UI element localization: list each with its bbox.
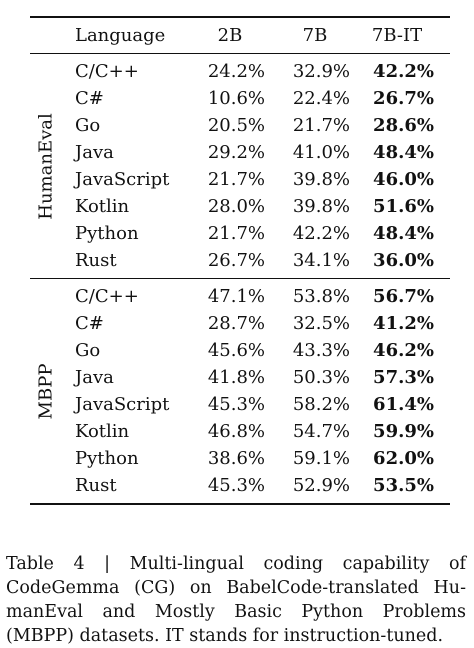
score-7b-cell: 50.3% xyxy=(292,367,350,388)
score-7b-it-cell: 56.7% xyxy=(373,286,434,307)
table-row: Rust 26.7% 34.1% 36.0% xyxy=(30,247,450,274)
score-2b-cell: 26.7% xyxy=(207,250,265,271)
table-body: HumanEval C/C++ 24.2% 32.9% 42.2% C# 10.6% 22.4… xyxy=(30,54,450,503)
top-rule xyxy=(30,16,450,18)
results-table: Language 2B 7B 7B-IT HumanEval C/C++ 24.2%… xyxy=(30,16,450,505)
table-header-row: Language 2B 7B 7B-IT xyxy=(30,18,450,53)
language-cell: C# xyxy=(75,313,104,334)
score-2b-cell: 46.8% xyxy=(207,421,265,442)
table-row: C# 10.6% 22.4% 26.7% xyxy=(30,85,450,112)
table-row: Rust 45.3% 52.9% 53.5% xyxy=(30,472,450,499)
score-7b-cell: 41.0% xyxy=(292,142,350,163)
header-2b: 2B xyxy=(217,25,243,46)
table-row: C/C++ 47.1% 53.8% 56.7% xyxy=(30,283,450,310)
language-cell: JavaScript xyxy=(75,169,170,190)
score-7b-it-cell: 57.3% xyxy=(373,367,434,388)
score-2b-cell: 28.7% xyxy=(207,313,265,334)
language-cell: C/C++ xyxy=(75,61,139,82)
language-cell: Python xyxy=(75,448,139,469)
language-cell: Python xyxy=(75,223,139,244)
score-7b-cell: 59.1% xyxy=(292,448,350,469)
table-caption: Table 4 | Multi-lingual coding capabilit… xyxy=(6,553,466,646)
score-2b-cell: 21.7% xyxy=(207,169,265,190)
score-7b-cell: 22.4% xyxy=(292,88,350,109)
table-row: JavaScript 21.7% 39.8% 46.0% xyxy=(30,166,450,193)
table-row: Kotlin 46.8% 54.7% 59.9% xyxy=(30,418,450,445)
score-2b-cell: 38.6% xyxy=(207,448,265,469)
score-7b-it-cell: 46.0% xyxy=(373,169,434,190)
header-7b: 7B xyxy=(302,25,328,46)
bottom-rule xyxy=(30,503,450,505)
score-7b-it-cell: 51.6% xyxy=(373,196,434,217)
score-7b-cell: 34.1% xyxy=(292,250,350,271)
table-row: Java 41.8% 50.3% 57.3% xyxy=(30,364,450,391)
table-row: C# 28.7% 32.5% 41.2% xyxy=(30,310,450,337)
score-7b-cell: 58.2% xyxy=(292,394,350,415)
table-row: Python 21.7% 42.2% 48.4% xyxy=(30,220,450,247)
language-cell: C/C++ xyxy=(75,286,139,307)
language-cell: Java xyxy=(75,367,114,388)
language-cell: Go xyxy=(75,340,101,361)
score-2b-cell: 45.3% xyxy=(207,475,265,496)
group-separator xyxy=(30,278,450,279)
header-rule xyxy=(30,53,450,54)
score-7b-it-cell: 48.4% xyxy=(373,142,434,163)
table-row: C/C++ 24.2% 32.9% 42.2% xyxy=(30,58,450,85)
score-2b-cell: 41.8% xyxy=(207,367,265,388)
score-2b-cell: 29.2% xyxy=(207,142,265,163)
score-7b-cell: 54.7% xyxy=(292,421,350,442)
table-row: Go 45.6% 43.3% 46.2% xyxy=(30,337,450,364)
score-2b-cell: 21.7% xyxy=(207,223,265,244)
header-language: Language xyxy=(75,25,166,46)
language-cell: JavaScript xyxy=(75,394,170,415)
score-7b-it-cell: 46.2% xyxy=(373,340,434,361)
score-7b-it-cell: 41.2% xyxy=(373,313,434,334)
score-2b-cell: 10.6% xyxy=(207,88,265,109)
table-row: Python 38.6% 59.1% 62.0% xyxy=(30,445,450,472)
language-cell: Java xyxy=(75,142,114,163)
score-7b-cell: 21.7% xyxy=(292,115,350,136)
score-7b-cell: 39.8% xyxy=(292,169,350,190)
language-cell: C# xyxy=(75,88,104,109)
table-row: Java 29.2% 41.0% 48.4% xyxy=(30,139,450,166)
score-7b-cell: 39.8% xyxy=(292,196,350,217)
language-cell: Go xyxy=(75,115,101,136)
score-7b-cell: 42.2% xyxy=(292,223,350,244)
group-mbpp: MBPP C/C++ 47.1% 53.8% 56.7% C# 28.7% 32.5% 41.2… xyxy=(30,279,450,503)
table-row: Kotlin 28.0% 39.8% 51.6% xyxy=(30,193,450,220)
header-7b-it: 7B-IT xyxy=(371,25,423,46)
score-7b-it-cell: 62.0% xyxy=(373,448,434,469)
score-7b-it-cell: 53.5% xyxy=(373,475,434,496)
score-7b-it-cell: 61.4% xyxy=(373,394,434,415)
score-7b-it-cell: 59.9% xyxy=(373,421,434,442)
score-7b-it-cell: 28.6% xyxy=(373,115,434,136)
score-7b-cell: 43.3% xyxy=(292,340,350,361)
score-2b-cell: 20.5% xyxy=(207,115,265,136)
score-7b-cell: 32.9% xyxy=(292,61,350,82)
score-7b-it-cell: 42.2% xyxy=(373,61,434,82)
score-7b-cell: 32.5% xyxy=(292,313,350,334)
score-2b-cell: 45.3% xyxy=(207,394,265,415)
language-cell: Rust xyxy=(75,250,117,271)
score-7b-it-cell: 36.0% xyxy=(373,250,434,271)
score-2b-cell: 24.2% xyxy=(207,61,265,82)
score-2b-cell: 28.0% xyxy=(207,196,265,217)
language-cell: Kotlin xyxy=(75,421,130,442)
language-cell: Rust xyxy=(75,475,117,496)
score-7b-it-cell: 48.4% xyxy=(373,223,434,244)
score-2b-cell: 47.1% xyxy=(207,286,265,307)
score-7b-it-cell: 26.7% xyxy=(373,88,434,109)
score-2b-cell: 45.6% xyxy=(207,340,265,361)
group-humaneval: HumanEval C/C++ 24.2% 32.9% 42.2% C# 10.6% 22.4… xyxy=(30,54,450,278)
table-row: Go 20.5% 21.7% 28.6% xyxy=(30,112,450,139)
language-cell: Kotlin xyxy=(75,196,130,217)
score-7b-cell: 52.9% xyxy=(292,475,350,496)
score-7b-cell: 53.8% xyxy=(292,286,350,307)
table-row: JavaScript 45.3% 58.2% 61.4% xyxy=(30,391,450,418)
